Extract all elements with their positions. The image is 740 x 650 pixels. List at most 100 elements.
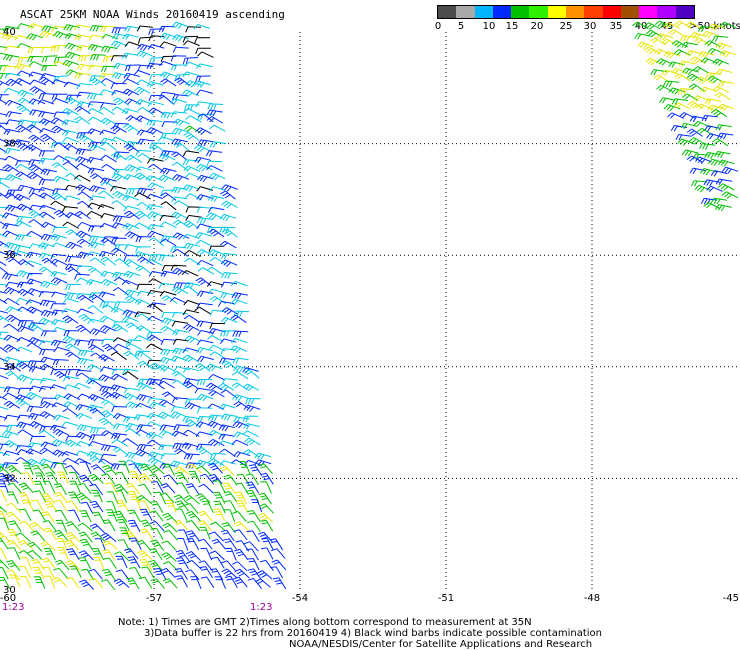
scale-label: 30 bbox=[583, 21, 597, 32]
wind-barb bbox=[87, 318, 104, 325]
wind-barb bbox=[39, 118, 56, 126]
wind-barb bbox=[40, 441, 58, 448]
wind-barb bbox=[171, 138, 188, 146]
wind-barb bbox=[75, 440, 93, 447]
wind-barb bbox=[243, 369, 260, 379]
wind-barb bbox=[6, 491, 19, 504]
wind-barb bbox=[16, 361, 33, 370]
wind-barb bbox=[77, 522, 94, 532]
wind-barb bbox=[161, 295, 178, 304]
wind-barb bbox=[99, 325, 117, 333]
wind-barb bbox=[207, 403, 225, 410]
wind-barb bbox=[38, 157, 55, 165]
wind-barb bbox=[185, 193, 202, 201]
wind-barb bbox=[182, 35, 199, 43]
wind-barb bbox=[87, 305, 104, 314]
wind-barb bbox=[0, 567, 9, 580]
wind-barb bbox=[260, 519, 274, 532]
wind-barb bbox=[15, 297, 33, 304]
wind-barb bbox=[196, 302, 213, 309]
wind-barb bbox=[75, 293, 92, 300]
wind-barb bbox=[219, 213, 237, 222]
wind-barb bbox=[0, 480, 9, 494]
wind-barb bbox=[147, 451, 165, 459]
wind-barb bbox=[14, 250, 32, 257]
wind-barb bbox=[51, 162, 68, 172]
wind-barb bbox=[16, 104, 33, 114]
wind-barb bbox=[255, 578, 271, 588]
wind-barb bbox=[147, 101, 165, 107]
wind-barb bbox=[114, 510, 128, 523]
wind-barb bbox=[160, 235, 177, 243]
wind-barb bbox=[6, 539, 22, 551]
wind-barb bbox=[15, 346, 33, 353]
wind-barb bbox=[159, 424, 176, 431]
wind-barb bbox=[689, 167, 707, 175]
wind-barb bbox=[123, 259, 141, 267]
wind-barb bbox=[13, 245, 31, 252]
wind-barb bbox=[674, 73, 691, 82]
wind-barb bbox=[38, 111, 55, 118]
wind-barb bbox=[6, 189, 22, 196]
wind-barb bbox=[102, 519, 116, 532]
wind-barb bbox=[88, 577, 104, 589]
wind-barb bbox=[146, 81, 164, 88]
wind-barb bbox=[113, 301, 130, 308]
wind-barb bbox=[185, 483, 200, 495]
wind-barb bbox=[112, 33, 129, 40]
wind-barb bbox=[208, 531, 224, 542]
wind-barb bbox=[135, 115, 153, 123]
wind-barb bbox=[0, 240, 10, 248]
wind-barb bbox=[185, 115, 202, 123]
wind-barb bbox=[122, 438, 139, 447]
wind-barb bbox=[231, 292, 248, 300]
wind-barb bbox=[0, 396, 8, 401]
wind-barb bbox=[715, 68, 733, 76]
wind-barb bbox=[703, 179, 720, 187]
wind-barb bbox=[170, 246, 187, 253]
wind-barb bbox=[0, 298, 8, 305]
wind-barb bbox=[632, 21, 649, 30]
wind-barb bbox=[92, 511, 106, 524]
scale-label: 45 bbox=[660, 21, 674, 32]
wind-barb bbox=[715, 204, 732, 212]
wind-barb bbox=[2, 230, 20, 237]
wind-barb bbox=[28, 23, 45, 30]
wind-barb bbox=[50, 369, 67, 376]
wind-barb bbox=[50, 303, 67, 310]
wind-barb bbox=[159, 214, 176, 221]
wind-barb bbox=[124, 387, 141, 394]
wind-barb bbox=[18, 550, 35, 560]
wind-barb bbox=[88, 241, 105, 249]
wind-barb bbox=[172, 267, 189, 276]
wind-barb bbox=[53, 529, 68, 541]
wind-barb bbox=[673, 102, 691, 110]
wind-barb bbox=[139, 558, 153, 571]
wind-barb bbox=[0, 367, 10, 370]
wind-barb bbox=[170, 406, 188, 412]
wind-barb bbox=[182, 71, 200, 77]
wind-barb bbox=[51, 79, 69, 85]
wind-barb bbox=[682, 67, 699, 76]
wind-barb bbox=[135, 265, 152, 275]
wind-barb bbox=[61, 421, 79, 428]
wind-barb bbox=[64, 369, 81, 376]
wind-barb bbox=[63, 393, 81, 401]
wind-barb bbox=[65, 577, 80, 589]
wind-barb bbox=[88, 440, 105, 447]
wind-barb bbox=[110, 55, 127, 62]
wind-barb bbox=[0, 346, 8, 353]
wind-barb bbox=[26, 230, 43, 238]
wind-barb bbox=[0, 221, 8, 227]
wind-barb bbox=[52, 449, 70, 458]
wind-barb bbox=[110, 125, 127, 133]
wind-barb bbox=[183, 108, 200, 116]
wind-barb bbox=[44, 575, 56, 589]
wind-barb bbox=[207, 288, 225, 295]
wind-barb bbox=[4, 45, 21, 52]
wind-barb bbox=[171, 186, 188, 194]
wind-barb bbox=[124, 295, 141, 304]
wind-barb bbox=[170, 211, 188, 220]
wind-barb bbox=[89, 328, 107, 336]
wind-barb bbox=[220, 281, 238, 288]
